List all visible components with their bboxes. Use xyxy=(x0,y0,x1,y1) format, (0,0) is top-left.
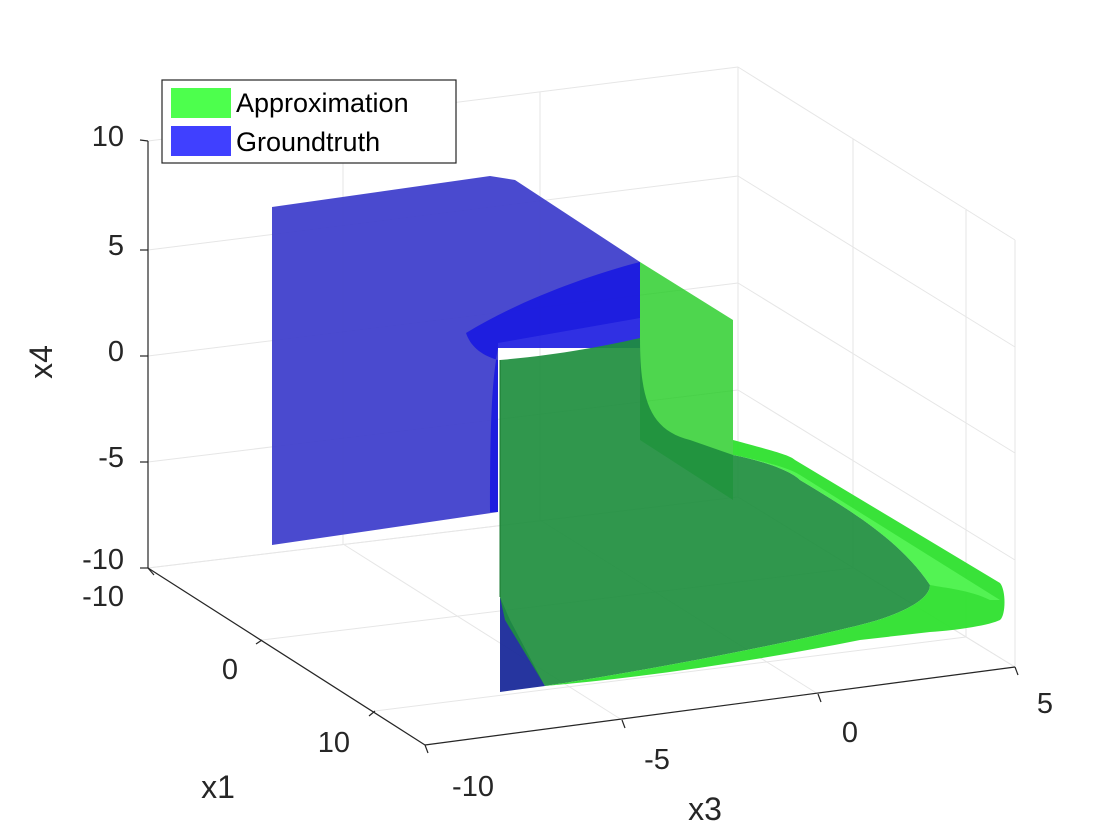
x4-tick-label: -10 xyxy=(82,544,124,576)
x1-tick-label: 0 xyxy=(222,654,238,686)
x1-tick-label: 10 xyxy=(318,727,350,759)
legend-swatch-approximation xyxy=(171,88,231,118)
legend-swatch-groundtruth xyxy=(171,126,231,156)
series-approximation xyxy=(499,262,1005,686)
x4-tick-label: -5 xyxy=(98,442,124,474)
x3-tick-labels: -10 -5 0 5 xyxy=(452,688,1053,803)
approximation-rim xyxy=(545,440,1005,686)
x3-tick-label: 5 xyxy=(1037,688,1053,720)
x3-axis-line xyxy=(424,666,1016,746)
x4-tick-label: 5 xyxy=(108,230,124,262)
x3-tick-label: -5 xyxy=(644,744,670,776)
x3-axis-label: x3 xyxy=(688,791,722,827)
x1-tick-labels: -10 0 10 xyxy=(82,581,350,759)
axis-lines xyxy=(147,141,1016,746)
x3-tick-label: -10 xyxy=(452,771,494,803)
groundtruth-wall xyxy=(272,176,640,545)
x4-axis-label: x4 xyxy=(23,345,59,379)
x1-axis-label: x1 xyxy=(201,769,235,805)
approximation-edge-light xyxy=(733,455,1000,600)
x4-tick-label: 0 xyxy=(108,336,124,368)
x4-tick-labels: 10 5 0 -5 -10 xyxy=(82,121,124,576)
x1-axis-line xyxy=(147,567,426,746)
x4-tick-label: 10 xyxy=(92,121,124,153)
groundtruth-curve xyxy=(466,262,640,512)
legend-label-approximation: Approximation xyxy=(236,88,409,118)
x3-tick-label: 0 xyxy=(842,717,858,749)
tick-marks xyxy=(139,139,1019,754)
x1-tick-label: -10 xyxy=(82,581,124,613)
legend-label-groundtruth: Groundtruth xyxy=(236,127,380,157)
approximation-main-sheet xyxy=(500,338,930,686)
legend: Approximation Groundtruth xyxy=(161,79,457,164)
